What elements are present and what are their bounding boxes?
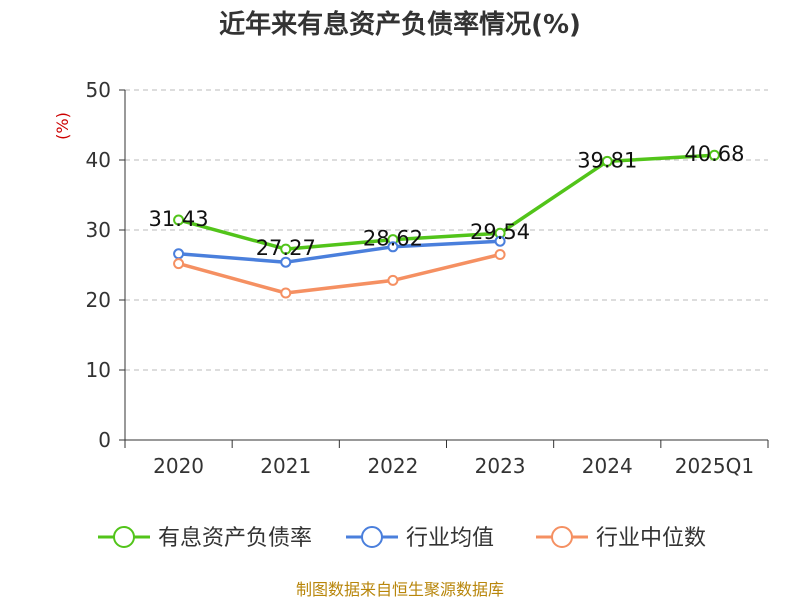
data-point bbox=[280, 256, 292, 268]
legend-label: 行业均值 bbox=[406, 526, 494, 551]
x-tick-label: 2023 bbox=[475, 454, 526, 478]
data-label: 31.43 bbox=[149, 207, 209, 231]
series-line-2 bbox=[178, 252, 501, 295]
legend-marker bbox=[113, 526, 135, 548]
y-tick-label: 40 bbox=[86, 148, 111, 172]
source-note: 制图数据来自恒生聚源数据库 bbox=[296, 580, 504, 599]
data-point bbox=[173, 258, 185, 270]
y-tick-label: 10 bbox=[86, 358, 111, 382]
x-axis-ticks: 2020 2021 2022 2023 2024 2025Q1 bbox=[124, 440, 769, 478]
legend: 有息资产负债率 行业均值 行业中位数 bbox=[98, 526, 706, 551]
legend-marker bbox=[551, 526, 573, 548]
y-tick-label: 20 bbox=[86, 288, 111, 312]
data-point bbox=[173, 248, 185, 260]
y-unit-label: (%) bbox=[53, 112, 72, 140]
data-point bbox=[280, 287, 292, 299]
series-line-0 bbox=[178, 153, 715, 251]
y-tick-label: 0 bbox=[98, 428, 111, 452]
data-point bbox=[494, 235, 506, 247]
data-point bbox=[387, 241, 399, 253]
data-label: 27.27 bbox=[256, 236, 316, 260]
axes bbox=[124, 90, 768, 441]
x-tick-label: 2021 bbox=[260, 454, 311, 478]
x-tick-label: 2024 bbox=[582, 454, 633, 478]
data-point bbox=[708, 149, 720, 161]
series-line-1 bbox=[178, 239, 501, 264]
data-label: 28.62 bbox=[363, 227, 423, 251]
data-point bbox=[494, 249, 506, 260]
x-tick-label: 2022 bbox=[367, 454, 418, 478]
legend-marker bbox=[361, 526, 383, 548]
data-point bbox=[601, 155, 613, 167]
y-tick-label: 30 bbox=[86, 218, 111, 242]
data-label: 39.81 bbox=[577, 148, 637, 172]
data-point bbox=[387, 274, 399, 286]
data-label: 40.68 bbox=[684, 142, 744, 166]
x-tick-label: 2020 bbox=[153, 454, 204, 478]
legend-label: 行业中位数 bbox=[596, 526, 706, 551]
data-point bbox=[280, 243, 292, 255]
data-point bbox=[173, 214, 185, 226]
y-axis-ticks: 0 10 20 30 40 50 bbox=[86, 78, 125, 452]
chart-title: 近年来有息资产负债率情况(%) bbox=[219, 9, 581, 40]
legend-label: 有息资产负债率 bbox=[158, 526, 312, 551]
y-tick-label: 50 bbox=[86, 78, 111, 102]
data-label: 29.54 bbox=[470, 220, 530, 244]
series-layer bbox=[173, 149, 720, 299]
x-tick-label: 2025Q1 bbox=[675, 454, 754, 478]
data-labels: 31.43 27.27 28.62 29.54 39.81 40.68 bbox=[149, 142, 745, 260]
